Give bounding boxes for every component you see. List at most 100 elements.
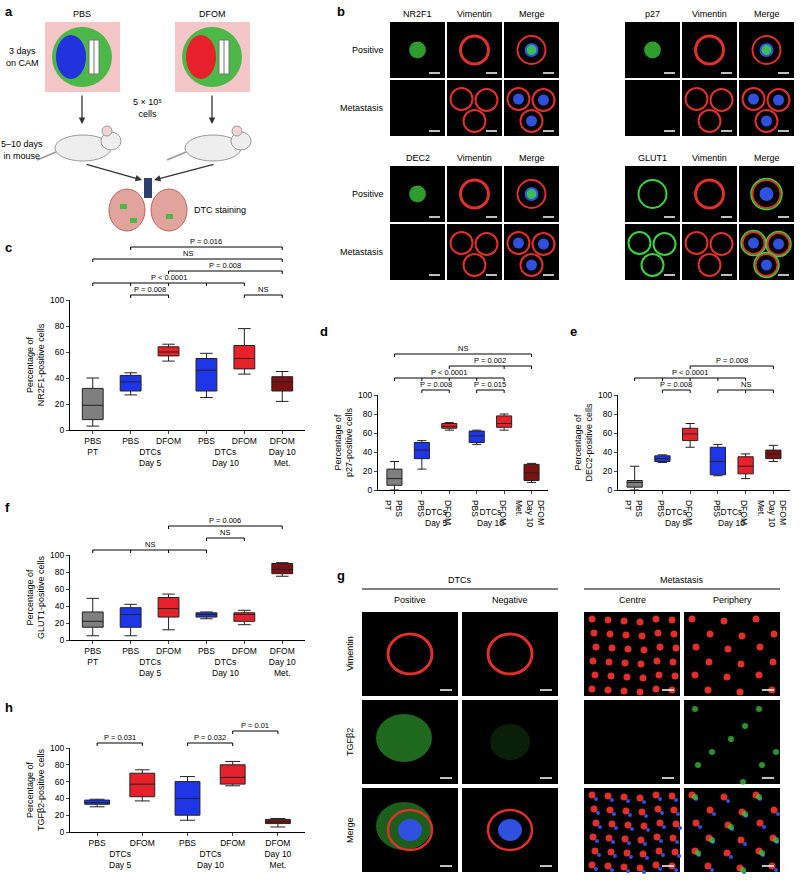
- svg-text:20: 20: [55, 618, 65, 628]
- svg-text:DFOM: DFOM: [156, 436, 181, 446]
- svg-text:P = 0.032: P = 0.032: [194, 733, 226, 742]
- svg-text:PBSPT: PBSPT: [84, 436, 101, 457]
- svg-text:PBSPT: PBSPT: [84, 646, 101, 667]
- svg-text:NS: NS: [258, 285, 268, 294]
- svg-text:Metastasis: Metastasis: [340, 103, 384, 113]
- svg-text:Percentage ofGLUT1-positive ce: Percentage ofGLUT1-positive cells: [25, 555, 47, 639]
- svg-text:PBS: PBS: [656, 500, 666, 517]
- svg-text:a: a: [5, 4, 13, 19]
- svg-text:NR2F1: NR2F1: [403, 9, 432, 19]
- svg-text:DFOM: DFOM: [739, 500, 749, 525]
- svg-text:PBS: PBS: [712, 500, 722, 517]
- svg-text:80: 80: [55, 321, 65, 331]
- svg-text:Metastasis: Metastasis: [660, 575, 704, 585]
- svg-text:DTCsDay 5: DTCsDay 5: [425, 507, 447, 528]
- svg-text:100: 100: [50, 550, 64, 560]
- svg-text:DFOMDay 10Met.: DFOMDay 10Met.: [756, 500, 788, 527]
- svg-text:0: 0: [60, 827, 65, 837]
- svg-text:p27: p27: [645, 9, 660, 19]
- svg-text:P = 0.031: P = 0.031: [104, 733, 136, 742]
- svg-text:PBS: PBS: [122, 436, 139, 446]
- svg-text:DFOM: DFOM: [199, 9, 226, 19]
- svg-text:e: e: [570, 324, 577, 339]
- svg-text:b: b: [337, 4, 345, 19]
- svg-text:DTCsDay 10: DTCsDay 10: [197, 849, 224, 870]
- svg-text:P = 0.006: P = 0.006: [209, 516, 241, 525]
- svg-text:Merge: Merge: [754, 153, 780, 163]
- svg-text:P < 0.0001: P < 0.0001: [431, 368, 467, 377]
- svg-text:f: f: [5, 500, 10, 515]
- svg-text:P = 0.01: P = 0.01: [241, 721, 269, 730]
- svg-text:Metastasis: Metastasis: [340, 247, 384, 257]
- svg-text:3 dayson CAM: 3 dayson CAM: [6, 46, 39, 68]
- svg-text:5–10 daysin mouse: 5–10 daysin mouse: [1, 139, 43, 161]
- svg-text:P = 0.002: P = 0.002: [474, 356, 506, 365]
- svg-text:60: 60: [55, 347, 65, 357]
- svg-text:P = 0.008: P = 0.008: [660, 380, 692, 389]
- svg-text:80: 80: [55, 760, 65, 770]
- svg-text:5 × 10⁵cells: 5 × 10⁵cells: [133, 97, 162, 119]
- svg-text:40: 40: [603, 447, 613, 457]
- svg-text:60: 60: [603, 428, 613, 438]
- svg-text:Negative: Negative: [492, 595, 528, 605]
- svg-text:40: 40: [55, 373, 65, 383]
- svg-text:80: 80: [55, 567, 65, 577]
- svg-text:Vimentin: Vimentin: [692, 153, 727, 163]
- svg-text:0: 0: [60, 635, 65, 645]
- svg-text:Positive: Positive: [352, 45, 384, 55]
- svg-text:40: 40: [55, 793, 65, 803]
- svg-text:Percentage ofDEC2-positive cel: Percentage ofDEC2-positive cells: [573, 403, 595, 482]
- svg-text:DFOMDay 10Met.: DFOMDay 10Met.: [514, 500, 546, 527]
- svg-text:DTCsDay 10: DTCsDay 10: [212, 447, 239, 468]
- svg-text:d: d: [320, 324, 328, 339]
- svg-text:DFOM: DFOM: [684, 500, 694, 525]
- svg-text:PBS: PBS: [89, 838, 106, 848]
- svg-text:20: 20: [55, 399, 65, 409]
- svg-text:g: g: [337, 568, 345, 583]
- svg-text:40: 40: [55, 601, 65, 611]
- svg-text:Vimentin: Vimentin: [457, 153, 492, 163]
- svg-text:PBSPT: PBSPT: [623, 500, 644, 517]
- svg-text:DTCsDay 10: DTCsDay 10: [477, 507, 504, 528]
- svg-text:PBS: PBS: [179, 838, 196, 848]
- svg-text:PBSPT: PBSPT: [383, 500, 404, 517]
- svg-text:60: 60: [55, 584, 65, 594]
- svg-text:100: 100: [358, 390, 372, 400]
- svg-text:PBS: PBS: [470, 500, 480, 517]
- svg-text:Merge: Merge: [754, 9, 780, 19]
- svg-text:P = 0.008: P = 0.008: [134, 285, 166, 294]
- svg-text:DTCsDay 5: DTCsDay 5: [139, 657, 161, 678]
- svg-text:Vimentin: Vimentin: [692, 9, 727, 19]
- svg-text:0: 0: [608, 485, 613, 495]
- svg-text:Periphery: Periphery: [713, 595, 752, 605]
- svg-text:Vimentin: Vimentin: [457, 9, 492, 19]
- svg-text:Positive: Positive: [352, 189, 384, 199]
- svg-text:P < 0.0001: P < 0.0001: [151, 273, 187, 282]
- svg-text:DFOM: DFOM: [220, 838, 245, 848]
- svg-text:0: 0: [60, 425, 65, 435]
- svg-text:Positive: Positive: [394, 595, 426, 605]
- svg-text:DTCsDay 5: DTCsDay 5: [109, 849, 131, 870]
- svg-text:DFOM: DFOM: [156, 646, 181, 656]
- svg-text:NS: NS: [220, 528, 230, 537]
- svg-text:100: 100: [598, 390, 612, 400]
- svg-text:80: 80: [603, 409, 613, 419]
- svg-text:DFOMDay 10Met.: DFOMDay 10Met.: [264, 838, 291, 870]
- svg-text:DFOM: DFOM: [232, 436, 257, 446]
- svg-text:Merge: Merge: [345, 817, 355, 843]
- svg-text:P = 0.008: P = 0.008: [209, 261, 241, 270]
- svg-text:Percentage ofNR2F1-positive ce: Percentage ofNR2F1-positive cells: [25, 323, 47, 406]
- svg-text:c: c: [5, 240, 12, 255]
- svg-text:P = 0.015: P = 0.015: [474, 380, 506, 389]
- svg-text:DFOMDay 10Met.: DFOMDay 10Met.: [269, 646, 296, 678]
- svg-text:h: h: [5, 700, 13, 715]
- svg-text:100: 100: [50, 743, 64, 753]
- svg-text:Merge: Merge: [519, 9, 545, 19]
- svg-text:P < 0.0001: P < 0.0001: [672, 368, 708, 377]
- svg-text:20: 20: [55, 810, 65, 820]
- svg-text:TGFβ2: TGFβ2: [345, 728, 355, 756]
- svg-text:DTCs: DTCs: [448, 575, 471, 585]
- svg-text:PBS: PBS: [198, 646, 215, 656]
- svg-text:DTC staining: DTC staining: [194, 205, 246, 215]
- svg-text:20: 20: [363, 466, 373, 476]
